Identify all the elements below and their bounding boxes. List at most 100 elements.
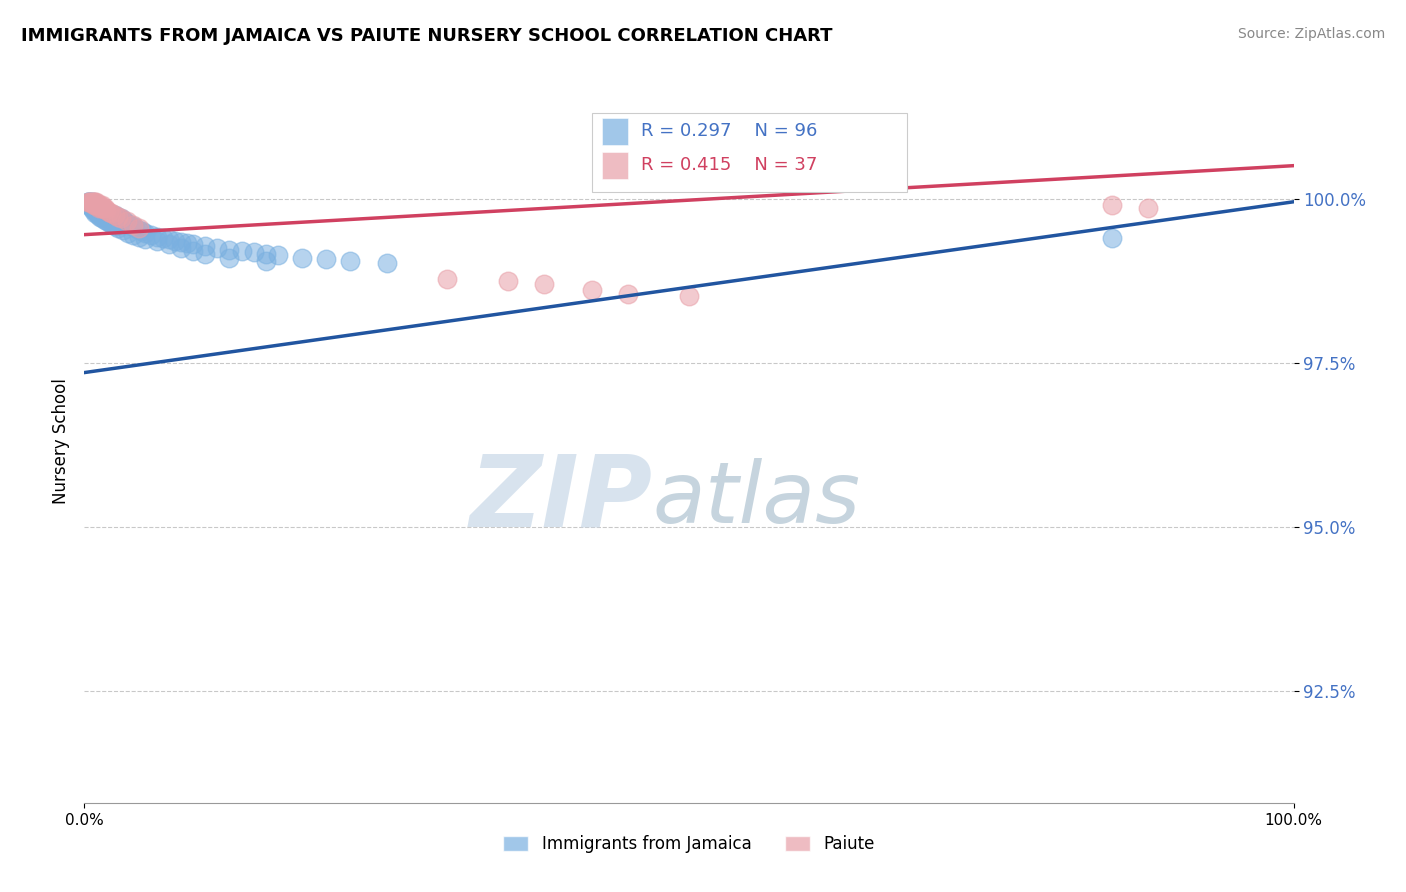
Point xyxy=(82,194,104,209)
Point xyxy=(436,271,458,285)
Point xyxy=(104,208,127,222)
Point xyxy=(79,194,101,209)
Point xyxy=(89,202,111,216)
Point xyxy=(115,217,138,231)
Point xyxy=(82,194,104,209)
Point xyxy=(181,237,204,252)
Point xyxy=(139,227,162,242)
Point xyxy=(77,194,100,209)
Point xyxy=(79,199,101,213)
Point xyxy=(581,284,603,298)
Point xyxy=(86,204,108,219)
Point xyxy=(89,204,111,219)
Point xyxy=(91,202,114,216)
Point xyxy=(97,210,120,224)
Point xyxy=(181,244,204,258)
Point xyxy=(112,212,135,227)
Point xyxy=(98,208,121,222)
Point xyxy=(496,274,519,288)
Point xyxy=(89,198,111,212)
Point xyxy=(121,219,143,233)
Point xyxy=(86,198,108,212)
Point xyxy=(128,221,150,235)
Point xyxy=(77,194,100,209)
Point xyxy=(121,227,143,242)
Point xyxy=(91,211,114,226)
Point xyxy=(170,235,193,249)
Point xyxy=(94,202,117,216)
Point xyxy=(170,241,193,255)
Point xyxy=(77,194,100,209)
Point xyxy=(86,204,108,219)
Point xyxy=(83,202,105,216)
Point xyxy=(93,204,115,219)
Point xyxy=(146,234,169,248)
Legend: Immigrants from Jamaica, Paiute: Immigrants from Jamaica, Paiute xyxy=(496,828,882,860)
Point xyxy=(97,204,120,219)
Point xyxy=(110,211,132,226)
Point xyxy=(131,224,153,238)
Point xyxy=(104,219,127,233)
Point xyxy=(157,237,180,252)
Point xyxy=(134,226,156,240)
Point xyxy=(194,239,217,253)
Text: R = 0.415    N = 37: R = 0.415 N = 37 xyxy=(641,156,817,174)
Point xyxy=(124,221,146,235)
Point xyxy=(267,248,290,262)
Point xyxy=(100,206,122,220)
Point xyxy=(339,253,361,268)
Point xyxy=(104,208,127,222)
Point xyxy=(83,194,105,209)
Point xyxy=(242,245,264,260)
Point xyxy=(128,223,150,237)
Point xyxy=(87,198,110,212)
Y-axis label: Nursery School: Nursery School xyxy=(52,378,70,505)
Point xyxy=(104,212,127,227)
Point xyxy=(254,246,277,260)
Point xyxy=(94,204,117,219)
Point xyxy=(1101,198,1123,212)
Point xyxy=(83,198,105,212)
Point xyxy=(82,203,104,218)
Point xyxy=(84,194,107,209)
Point xyxy=(86,198,108,212)
Point xyxy=(83,198,105,212)
Point xyxy=(152,231,174,245)
Point xyxy=(118,218,141,232)
Point xyxy=(134,232,156,246)
Point xyxy=(107,212,129,227)
Point xyxy=(91,208,114,222)
Point xyxy=(79,198,101,212)
Point xyxy=(105,210,128,224)
Point xyxy=(98,216,121,230)
Point xyxy=(678,289,700,303)
Point xyxy=(533,277,555,291)
Text: ZIP: ZIP xyxy=(470,450,652,548)
Text: IMMIGRANTS FROM JAMAICA VS PAIUTE NURSERY SCHOOL CORRELATION CHART: IMMIGRANTS FROM JAMAICA VS PAIUTE NURSER… xyxy=(21,27,832,45)
Point xyxy=(84,198,107,212)
Point xyxy=(231,244,253,258)
Point xyxy=(80,194,103,209)
Text: atlas: atlas xyxy=(652,458,860,541)
Point xyxy=(86,202,108,216)
Point xyxy=(93,202,115,216)
Point xyxy=(110,211,132,226)
Point xyxy=(91,198,114,212)
Point xyxy=(86,194,108,209)
Point xyxy=(94,208,117,222)
Point xyxy=(112,223,135,237)
Point xyxy=(157,232,180,246)
Point xyxy=(94,203,117,218)
Point xyxy=(112,214,135,228)
Point xyxy=(77,198,100,212)
Point xyxy=(218,251,240,265)
Point xyxy=(79,198,101,212)
Point xyxy=(117,226,139,240)
Text: Source: ZipAtlas.com: Source: ZipAtlas.com xyxy=(1237,27,1385,41)
Point xyxy=(79,194,101,209)
Point xyxy=(91,202,114,216)
Point xyxy=(86,198,108,212)
Point xyxy=(94,212,117,227)
Point xyxy=(84,202,107,216)
Point xyxy=(77,194,100,209)
